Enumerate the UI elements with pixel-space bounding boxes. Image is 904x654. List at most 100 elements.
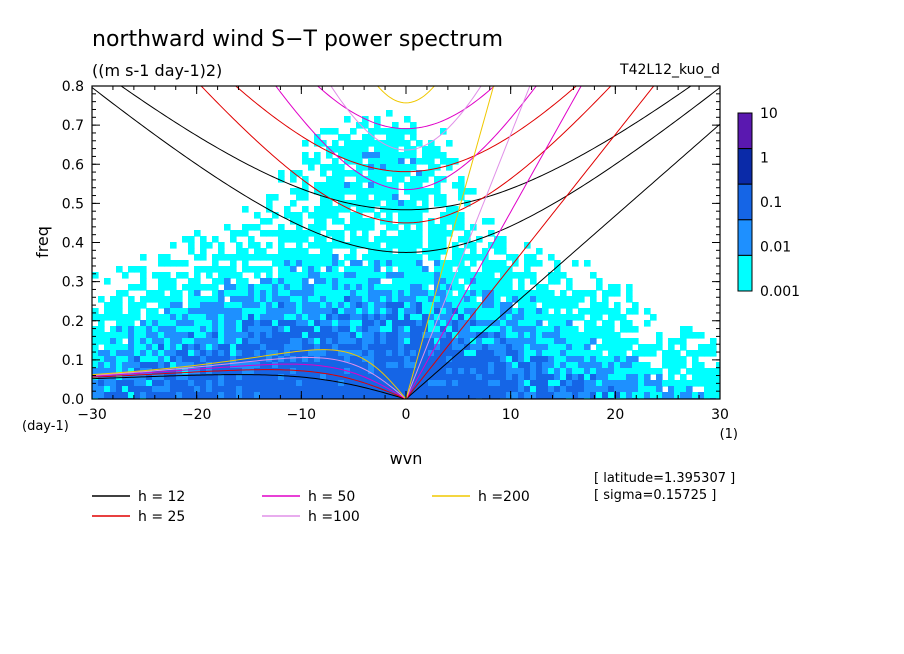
power-cell <box>314 152 321 159</box>
power-cell <box>482 362 489 369</box>
power-cell <box>464 326 471 333</box>
power-cell <box>314 272 321 279</box>
power-cell <box>356 188 363 195</box>
power-cell <box>428 356 435 363</box>
power-cell <box>374 344 381 351</box>
power-cell <box>410 344 417 351</box>
power-cell <box>200 332 207 339</box>
power-cell <box>140 344 147 351</box>
power-cell <box>470 248 477 255</box>
power-cell <box>248 242 255 249</box>
power-cell <box>230 236 237 243</box>
power-cell <box>584 380 591 387</box>
power-cell <box>254 248 261 255</box>
power-cell <box>266 386 273 393</box>
power-cell <box>194 266 201 273</box>
power-cell <box>338 386 345 393</box>
power-cell <box>212 320 219 327</box>
power-cell <box>194 314 201 321</box>
power-cell <box>464 344 471 351</box>
power-cell <box>362 242 369 249</box>
power-cell <box>290 350 297 357</box>
power-cell <box>236 386 243 393</box>
power-cell <box>176 302 183 309</box>
power-cell <box>584 290 591 297</box>
chart-units: ((m s-1 day-1)2) <box>92 61 222 80</box>
power-cell <box>638 380 645 387</box>
power-cell <box>398 134 405 141</box>
power-cell <box>458 182 465 189</box>
power-cell <box>374 386 381 393</box>
power-cell <box>206 266 213 273</box>
power-cell <box>590 392 597 399</box>
power-cell <box>290 320 297 327</box>
power-cell <box>218 368 225 375</box>
power-cell <box>134 362 141 369</box>
power-cell <box>260 266 267 273</box>
power-cell <box>440 128 447 135</box>
colorbar-swatch <box>737 219 753 256</box>
power-cell <box>236 308 243 315</box>
power-cell <box>134 392 141 399</box>
power-cell <box>422 188 429 195</box>
power-cell <box>380 314 387 321</box>
power-cell <box>560 350 567 357</box>
power-cell <box>488 356 495 363</box>
power-cell <box>296 230 303 237</box>
power-cell <box>518 338 525 345</box>
power-cell <box>326 212 333 219</box>
power-cell <box>422 176 429 183</box>
power-cell <box>482 272 489 279</box>
power-cell <box>458 338 465 345</box>
power-cell <box>188 302 195 309</box>
power-cell <box>530 326 537 333</box>
power-cell <box>386 272 393 279</box>
power-cell <box>254 308 261 315</box>
power-cell <box>356 290 363 297</box>
x-tick-label: −30 <box>77 407 107 423</box>
power-cell <box>494 278 501 285</box>
power-cell <box>260 356 267 363</box>
power-cell <box>356 374 363 381</box>
power-cell <box>266 296 273 303</box>
power-cell <box>350 254 357 261</box>
power-cell <box>380 308 387 315</box>
power-cell <box>248 374 255 381</box>
power-cell <box>554 314 561 321</box>
power-cell <box>692 374 699 381</box>
power-cell <box>500 260 507 267</box>
power-cell <box>242 290 249 297</box>
power-cell <box>260 392 267 399</box>
power-cell <box>584 338 591 345</box>
power-cell <box>506 254 513 261</box>
power-cell <box>320 164 327 171</box>
x-tick-label: 10 <box>502 407 520 423</box>
power-cell <box>680 332 687 339</box>
power-cell <box>350 302 357 309</box>
power-cell <box>224 368 231 375</box>
power-cell <box>248 344 255 351</box>
power-cell <box>122 332 129 339</box>
power-cell <box>692 356 699 363</box>
power-cell <box>128 320 135 327</box>
power-cell <box>530 386 537 393</box>
power-cell <box>536 380 543 387</box>
power-cell <box>314 308 321 315</box>
power-cell <box>530 260 537 267</box>
power-cell <box>464 296 471 303</box>
power-cell <box>506 344 513 351</box>
power-cell <box>356 338 363 345</box>
power-cell <box>512 308 519 315</box>
power-cell <box>470 254 477 261</box>
power-cell <box>272 278 279 285</box>
power-cell <box>494 284 501 291</box>
power-cell <box>308 308 315 315</box>
power-cell <box>530 278 537 285</box>
power-cell <box>290 218 297 225</box>
power-cell <box>320 380 327 387</box>
power-cell <box>404 224 411 231</box>
power-cell <box>488 290 495 297</box>
power-cell <box>554 356 561 363</box>
power-cell <box>386 320 393 327</box>
power-cell <box>116 344 123 351</box>
